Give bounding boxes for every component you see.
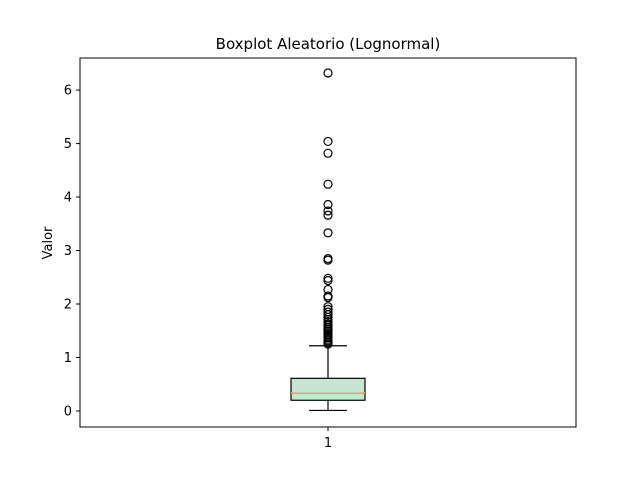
y-tick-label: 5 xyxy=(64,137,72,152)
iqr-box xyxy=(290,377,366,401)
y-tick-label: 1 xyxy=(64,351,72,366)
y-tick-label: 2 xyxy=(64,298,72,313)
y-tick-label: 4 xyxy=(64,191,72,206)
y-axis: 0 1 2 3 4 5 6 xyxy=(64,84,80,419)
y-tick-label: 0 xyxy=(64,404,72,419)
outlier-point xyxy=(323,307,333,317)
outlier-point xyxy=(323,253,333,264)
chart-title: Boxplot Aleatorio (Lognormal) xyxy=(216,35,441,53)
x-tick-label: 1 xyxy=(324,436,332,451)
outlier-point xyxy=(323,148,333,158)
outlier-point xyxy=(323,179,333,189)
outlier-point xyxy=(323,136,333,147)
outlier-point xyxy=(323,199,333,210)
outlier-point xyxy=(323,302,333,312)
outlier-point xyxy=(323,273,333,283)
outlier-point xyxy=(323,304,333,314)
outlier-point xyxy=(323,291,333,301)
y-axis-label: Valor xyxy=(41,226,56,259)
outlier-point xyxy=(323,68,333,78)
outlier-point xyxy=(323,206,333,216)
box-group xyxy=(290,68,366,412)
y-tick-label: 6 xyxy=(64,84,72,99)
x-axis: 1 xyxy=(324,427,332,451)
outlier-point xyxy=(323,284,333,295)
outlier-point xyxy=(323,228,333,238)
outlier-point xyxy=(323,210,333,220)
y-tick-label: 3 xyxy=(64,244,72,259)
